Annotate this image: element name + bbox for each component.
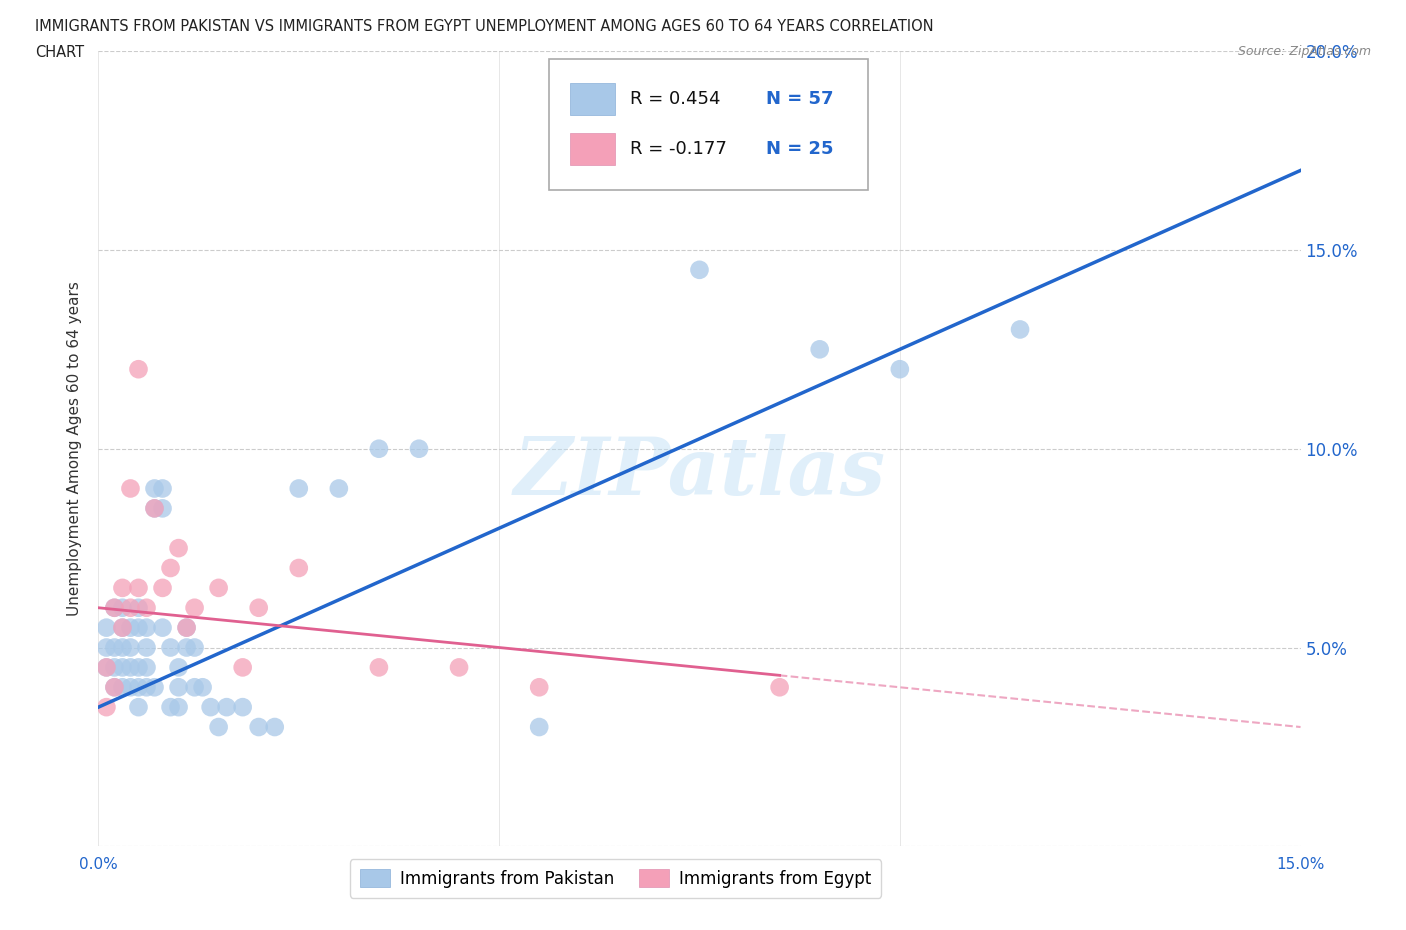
Point xyxy=(128,620,150,635)
Point xyxy=(152,580,174,595)
Point xyxy=(143,481,166,496)
Point xyxy=(167,540,190,555)
Point xyxy=(176,620,198,635)
Point xyxy=(191,680,214,695)
Text: N = 57: N = 57 xyxy=(766,90,834,108)
Text: Source: ZipAtlas.com: Source: ZipAtlas.com xyxy=(1237,45,1371,58)
Point xyxy=(128,601,150,616)
Point xyxy=(120,680,142,695)
Point xyxy=(368,660,391,675)
Point xyxy=(159,640,181,655)
Point xyxy=(183,680,205,695)
Point xyxy=(128,580,150,595)
Point xyxy=(152,481,174,496)
Text: R = 0.454: R = 0.454 xyxy=(630,90,720,108)
Point xyxy=(368,442,391,457)
Point xyxy=(96,699,118,714)
Point xyxy=(96,660,118,675)
Text: IMMIGRANTS FROM PAKISTAN VS IMMIGRANTS FROM EGYPT UNEMPLOYMENT AMONG AGES 60 TO : IMMIGRANTS FROM PAKISTAN VS IMMIGRANTS F… xyxy=(35,19,934,33)
Point xyxy=(143,680,166,695)
Point xyxy=(176,640,198,655)
Point xyxy=(103,680,125,695)
Legend: Immigrants from Pakistan, Immigrants from Egypt: Immigrants from Pakistan, Immigrants fro… xyxy=(350,859,882,897)
Point xyxy=(288,481,311,496)
Point xyxy=(529,720,551,735)
Point xyxy=(263,720,285,735)
Point xyxy=(208,580,231,595)
Point xyxy=(128,680,150,695)
Y-axis label: Unemployment Among Ages 60 to 64 years: Unemployment Among Ages 60 to 64 years xyxy=(67,281,83,617)
Point xyxy=(120,620,142,635)
Point xyxy=(120,660,142,675)
Point xyxy=(143,501,166,516)
Text: CHART: CHART xyxy=(35,45,84,60)
Point xyxy=(96,660,118,675)
Bar xyxy=(569,133,616,165)
Point xyxy=(103,601,125,616)
Point xyxy=(889,362,911,377)
Point xyxy=(247,720,270,735)
Point xyxy=(232,699,254,714)
Point xyxy=(135,620,157,635)
Point xyxy=(529,680,551,695)
FancyBboxPatch shape xyxy=(550,60,868,191)
Point xyxy=(120,640,142,655)
Point xyxy=(135,660,157,675)
Point xyxy=(135,601,157,616)
Point xyxy=(167,699,190,714)
Point xyxy=(111,620,134,635)
Point xyxy=(200,699,222,714)
Point xyxy=(143,501,166,516)
Point xyxy=(103,601,125,616)
Point xyxy=(208,720,231,735)
Point xyxy=(128,362,150,377)
Point xyxy=(103,640,125,655)
Text: 0.0%: 0.0% xyxy=(79,857,118,871)
Point xyxy=(152,501,174,516)
Point xyxy=(408,442,430,457)
Point xyxy=(111,660,134,675)
Point xyxy=(183,640,205,655)
Point xyxy=(128,699,150,714)
Point xyxy=(288,561,311,576)
Point xyxy=(103,680,125,695)
Point xyxy=(152,620,174,635)
Point xyxy=(111,580,134,595)
Point xyxy=(111,680,134,695)
Point xyxy=(96,620,118,635)
Point xyxy=(135,640,157,655)
Point xyxy=(215,699,238,714)
Text: 15.0%: 15.0% xyxy=(1277,857,1324,871)
Point xyxy=(609,63,631,78)
Point xyxy=(159,561,181,576)
Point xyxy=(159,699,181,714)
Point xyxy=(111,640,134,655)
Point xyxy=(1010,322,1032,337)
Point xyxy=(103,660,125,675)
Point xyxy=(689,262,711,277)
Point xyxy=(247,601,270,616)
Point xyxy=(167,680,190,695)
Text: R = -0.177: R = -0.177 xyxy=(630,140,727,158)
Text: ZIPatlas: ZIPatlas xyxy=(513,433,886,512)
Text: N = 25: N = 25 xyxy=(766,140,834,158)
Point xyxy=(135,680,157,695)
Point xyxy=(183,601,205,616)
Point xyxy=(111,620,134,635)
Point xyxy=(128,660,150,675)
Point xyxy=(120,601,142,616)
Point xyxy=(120,481,142,496)
Point xyxy=(96,640,118,655)
Point xyxy=(808,342,831,357)
Point xyxy=(176,620,198,635)
Point xyxy=(769,680,792,695)
Point xyxy=(447,660,470,675)
Bar xyxy=(569,83,616,114)
Point xyxy=(111,601,134,616)
Point xyxy=(167,660,190,675)
Point xyxy=(328,481,350,496)
Point xyxy=(232,660,254,675)
